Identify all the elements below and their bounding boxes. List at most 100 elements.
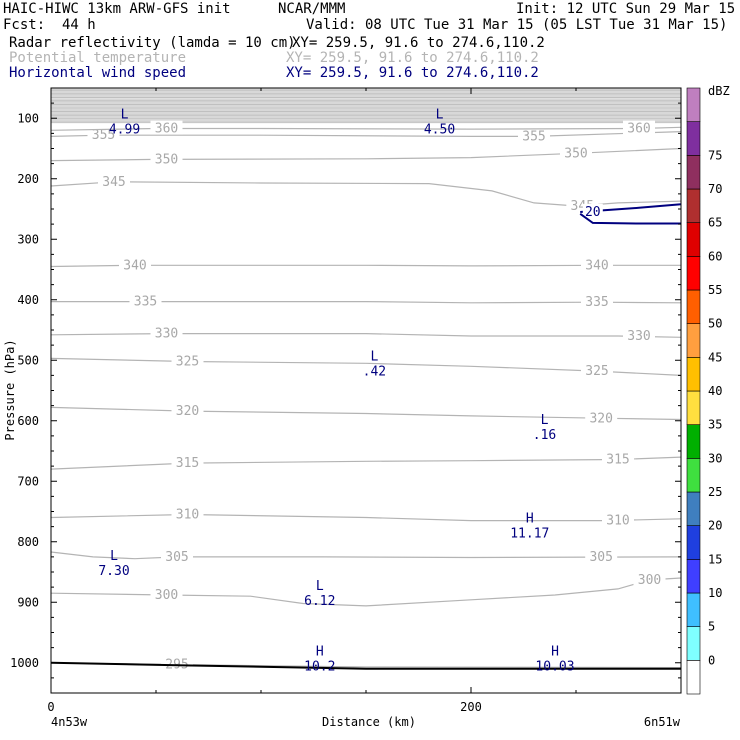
header-model: HAIC-HIWC 13km ARW-GFS init <box>3 1 231 17</box>
header-org: NCAR/MMM <box>278 1 346 17</box>
field-wind-name: Horizontal wind speed <box>9 65 187 81</box>
theta-label: 360 <box>627 122 650 137</box>
theta-label: 310 <box>176 508 199 523</box>
colorbar-swatch <box>686 626 701 661</box>
extremum-low-marker: L <box>110 549 118 564</box>
colorbar-level: 50 <box>708 317 722 331</box>
colorbar-swatch <box>686 424 701 459</box>
colorbar-level: 45 <box>708 350 722 364</box>
colorbar-level: 65 <box>708 216 722 230</box>
theta-label-bg <box>585 410 618 425</box>
theta-label-bg <box>98 173 130 188</box>
header-valid: Valid: 08 UTC Tue 31 Mar 15 (05 LST Tue … <box>306 17 728 33</box>
theta-label-bg <box>150 325 183 340</box>
theta-contour-345 <box>50 181 682 207</box>
theta-label: 335 <box>134 295 157 310</box>
theta-label: 360 <box>155 122 178 137</box>
y-axis-label: Pressure (hPa) <box>3 339 17 440</box>
theta-label: 310 <box>606 514 629 529</box>
theta-contour-355 <box>50 131 682 137</box>
y-axis: 100 200 300 400 500 600 700 800 900 1000 <box>10 102 681 679</box>
colorbar-level: 15 <box>708 552 722 566</box>
extremum-high-marker: H <box>526 511 534 526</box>
theta-label-bg <box>602 512 634 527</box>
extremum-high-marker: H <box>551 644 559 659</box>
extremum-value: .42 <box>363 364 386 379</box>
extremum-value: 7.30 <box>98 564 129 579</box>
theta-label-bg <box>161 548 193 563</box>
stratospheric-contour-band <box>51 88 681 124</box>
theta-label-bg <box>171 455 204 470</box>
theta-label-bg <box>150 151 183 166</box>
colorbar-swatch <box>686 188 701 223</box>
theta-label-bg <box>585 548 618 563</box>
x-tick-label: 200 <box>460 700 482 714</box>
colorbar-level: 40 <box>708 384 722 398</box>
extremum-value: 4.50 <box>424 122 455 137</box>
theta-label: 320 <box>589 411 612 426</box>
theta-label-bg <box>119 257 151 272</box>
field-wind-xy: XY= 259.5, 91.6 to 274.6,110.2 <box>286 65 539 81</box>
theta-label-bg <box>161 656 193 671</box>
colorbar-level: 10 <box>708 586 722 600</box>
theta-label-bg <box>150 120 183 135</box>
wind-label-bg <box>582 203 603 217</box>
y-tick-label: 100 <box>17 111 39 125</box>
theta-label-bg <box>633 571 666 586</box>
colorbar-level: 60 <box>708 249 722 263</box>
theta-label: 330 <box>627 329 650 344</box>
extremum-high-marker: H <box>316 644 324 659</box>
extremum-low-marker: L <box>370 349 378 364</box>
theta-label: 305 <box>165 550 188 565</box>
theta-label-bg <box>518 128 550 143</box>
x-axis: 0 200 <box>47 88 682 714</box>
colorbar-level: 30 <box>708 451 722 465</box>
theta-label: 325 <box>176 354 199 369</box>
theta-contour-315 <box>50 456 682 470</box>
y-tick-label: 1000 <box>10 656 39 670</box>
theta-label: 355 <box>92 128 115 143</box>
surface-pressure-line <box>50 661 681 670</box>
colorbar-level: 35 <box>708 418 722 432</box>
y-tick-label: 700 <box>17 474 39 488</box>
colorbar-level: 25 <box>708 485 722 499</box>
colorbar-level: 0 <box>708 653 715 667</box>
colorbar: 0 5 10 15 20 25 30 35 40 45 50 55 60 65 70 75 <box>686 87 722 695</box>
field-reflectivity-xy: XY= 259.5, 91.6 to 274.6,110.2 <box>292 35 545 51</box>
x-axis-label: Distance (km) <box>322 715 416 729</box>
theta-label-bg <box>171 403 204 418</box>
theta-contour-350 <box>50 147 682 162</box>
theta-label-bg <box>129 293 162 308</box>
colorbar-unit: dBZ <box>708 84 730 98</box>
wind-extrema: L4.99L4.50L.42L.16H11.17L7.30L6.12H10.2H… <box>98 107 574 674</box>
colorbar-swatch <box>686 491 701 526</box>
colorbar-swatch <box>686 87 701 122</box>
theta-label: 340 <box>585 258 608 273</box>
y-tick-label: 800 <box>17 535 39 549</box>
theta-label: 320 <box>176 404 199 419</box>
wind-speed-contours: 20 <box>579 203 682 225</box>
extremum-value: 10.03 <box>535 659 574 674</box>
header-fcst-label: Fcst: <box>3 17 46 33</box>
theta-contour-330 <box>50 333 682 338</box>
colorbar-level: 20 <box>708 519 722 533</box>
header-fcst-value: 44 h <box>62 17 96 33</box>
surface-line <box>50 661 681 670</box>
theta-label-bg <box>581 294 613 309</box>
colorbar-level: 5 <box>708 620 715 634</box>
wind-contour-20 <box>579 212 681 225</box>
theta-label: 300 <box>155 588 178 603</box>
theta-label-bg <box>602 451 634 466</box>
theta-label-bg <box>171 353 204 368</box>
theta-label-bg <box>623 328 655 343</box>
colorbar-swatch <box>686 390 701 425</box>
colorbar-swatch <box>686 256 701 291</box>
header-init: Init: 12 UTC Sun 29 Mar 15 <box>516 1 736 17</box>
theta-label: 350 <box>564 146 587 161</box>
extremum-value: 11.17 <box>510 526 549 541</box>
theta-contour-300 <box>50 577 682 607</box>
theta-label-bg <box>87 127 120 142</box>
colorbar-swatch <box>686 660 701 695</box>
